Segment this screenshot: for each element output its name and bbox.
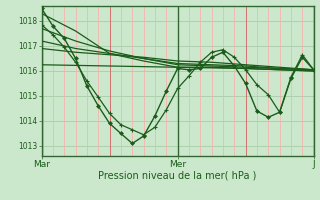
X-axis label: Pression niveau de la mer( hPa ): Pression niveau de la mer( hPa ) [99,171,257,181]
